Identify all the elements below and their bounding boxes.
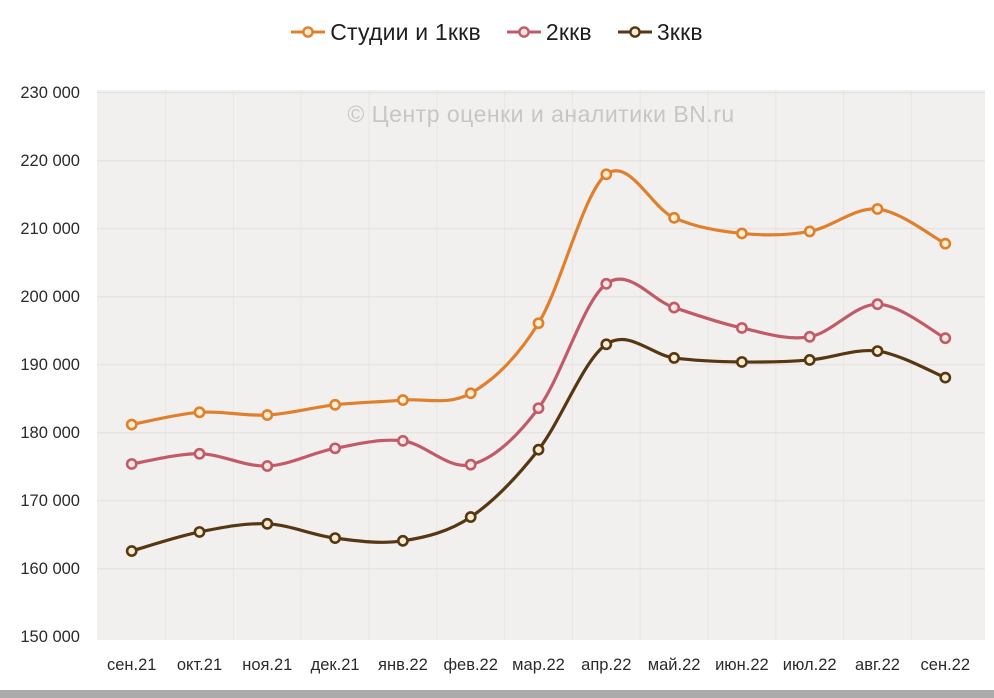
- series-2ккв: [125, 277, 952, 472]
- data-point: [736, 322, 748, 334]
- data-point: [125, 458, 138, 470]
- x-axis-label: ноя.21: [242, 656, 292, 674]
- bottom-edge-bar: [0, 690, 994, 698]
- legend-line-marker-icon: [291, 26, 326, 38]
- y-axis-label: 200 000: [20, 288, 80, 306]
- x-axis-label: мар.22: [512, 656, 565, 674]
- data-point: [532, 402, 545, 415]
- x-axis-label: дек.21: [311, 656, 360, 674]
- x-axis-label: июл.22: [783, 656, 837, 674]
- data-point: [871, 298, 884, 311]
- y-axis-label: 190 000: [20, 356, 80, 374]
- data-point: [464, 511, 477, 523]
- data-point: [532, 443, 545, 456]
- data-point: [803, 225, 816, 238]
- x-axis-label: сен.22: [921, 656, 970, 674]
- y-axis-label: 170 000: [20, 492, 80, 510]
- data-point: [600, 168, 613, 181]
- legend-item-Студии и 1ккв: Студии и 1ккв: [291, 19, 481, 46]
- series-Студии и 1ккв: [125, 168, 952, 431]
- y-gridlines: [97, 92, 985, 570]
- y-axis-labels: 230 000 220 000 210 000 200 000 190 000 180 0…: [20, 84, 80, 646]
- legend-label: Студии и 1ккв: [330, 18, 481, 45]
- data-point: [329, 398, 341, 411]
- data-point: [668, 301, 680, 314]
- data-point: [803, 354, 816, 366]
- y-axis-label: 230 000: [20, 84, 80, 102]
- data-point: [193, 406, 206, 419]
- data-point: [939, 237, 952, 250]
- x-axis-label: апр.22: [581, 656, 631, 674]
- x-axis-label: июн.22: [715, 656, 769, 674]
- y-axis-label: 210 000: [20, 220, 80, 238]
- legend-line-marker-icon: [506, 26, 541, 38]
- legend-item-2ккв: 2ккв: [506, 18, 592, 46]
- x-axis-label: авг.22: [855, 656, 900, 674]
- x-axis-label: янв.22: [378, 656, 428, 674]
- data-point: [939, 332, 952, 345]
- data-point: [871, 203, 884, 215]
- data-point: [736, 227, 748, 240]
- data-point: [736, 356, 748, 368]
- y-axis-label: 180 000: [20, 424, 80, 442]
- data-point: [668, 351, 680, 364]
- data-point: [871, 345, 884, 357]
- x-axis-label: окт.21: [177, 656, 222, 674]
- chart-legend: Студии и 1ккв 2ккв 3ккв: [0, 15, 994, 49]
- data-point: [193, 526, 206, 538]
- legend-line-marker-icon: [617, 26, 652, 38]
- legend-item-3ккв: 3ккв: [617, 18, 703, 46]
- legend-label: 2ккв: [545, 18, 592, 45]
- data-point: [261, 517, 274, 530]
- data-point: [803, 330, 816, 343]
- y-axis-label: 220 000: [20, 152, 80, 170]
- x-axis-label: май.22: [648, 656, 701, 674]
- data-point: [464, 387, 477, 400]
- data-point: [396, 394, 409, 406]
- data-point: [261, 460, 274, 472]
- data-point: [396, 534, 409, 547]
- x-axis-labels: сен.21 окт.21 ноя.21 дек.21 янв.22 фев.22 мар.…: [107, 656, 970, 674]
- data-point: [939, 371, 952, 384]
- data-point: [125, 418, 138, 431]
- x-axis-label: сен.21: [107, 656, 156, 674]
- data-point: [125, 545, 138, 557]
- data-point: [261, 409, 274, 421]
- x-axis-label: фев.22: [443, 656, 497, 674]
- data-point: [329, 532, 341, 544]
- data-point: [668, 211, 680, 224]
- y-axis-label: 150 000: [20, 628, 80, 646]
- data-point: [193, 447, 206, 460]
- data-point: [600, 338, 613, 351]
- data-point: [600, 277, 613, 290]
- legend-label: 3ккв: [656, 18, 703, 45]
- data-point: [464, 458, 477, 471]
- data-point: [532, 317, 545, 330]
- data-point: [396, 434, 409, 447]
- data-point: [329, 442, 341, 455]
- y-axis-label: 160 000: [20, 560, 80, 578]
- series-3ккв: [125, 337, 952, 557]
